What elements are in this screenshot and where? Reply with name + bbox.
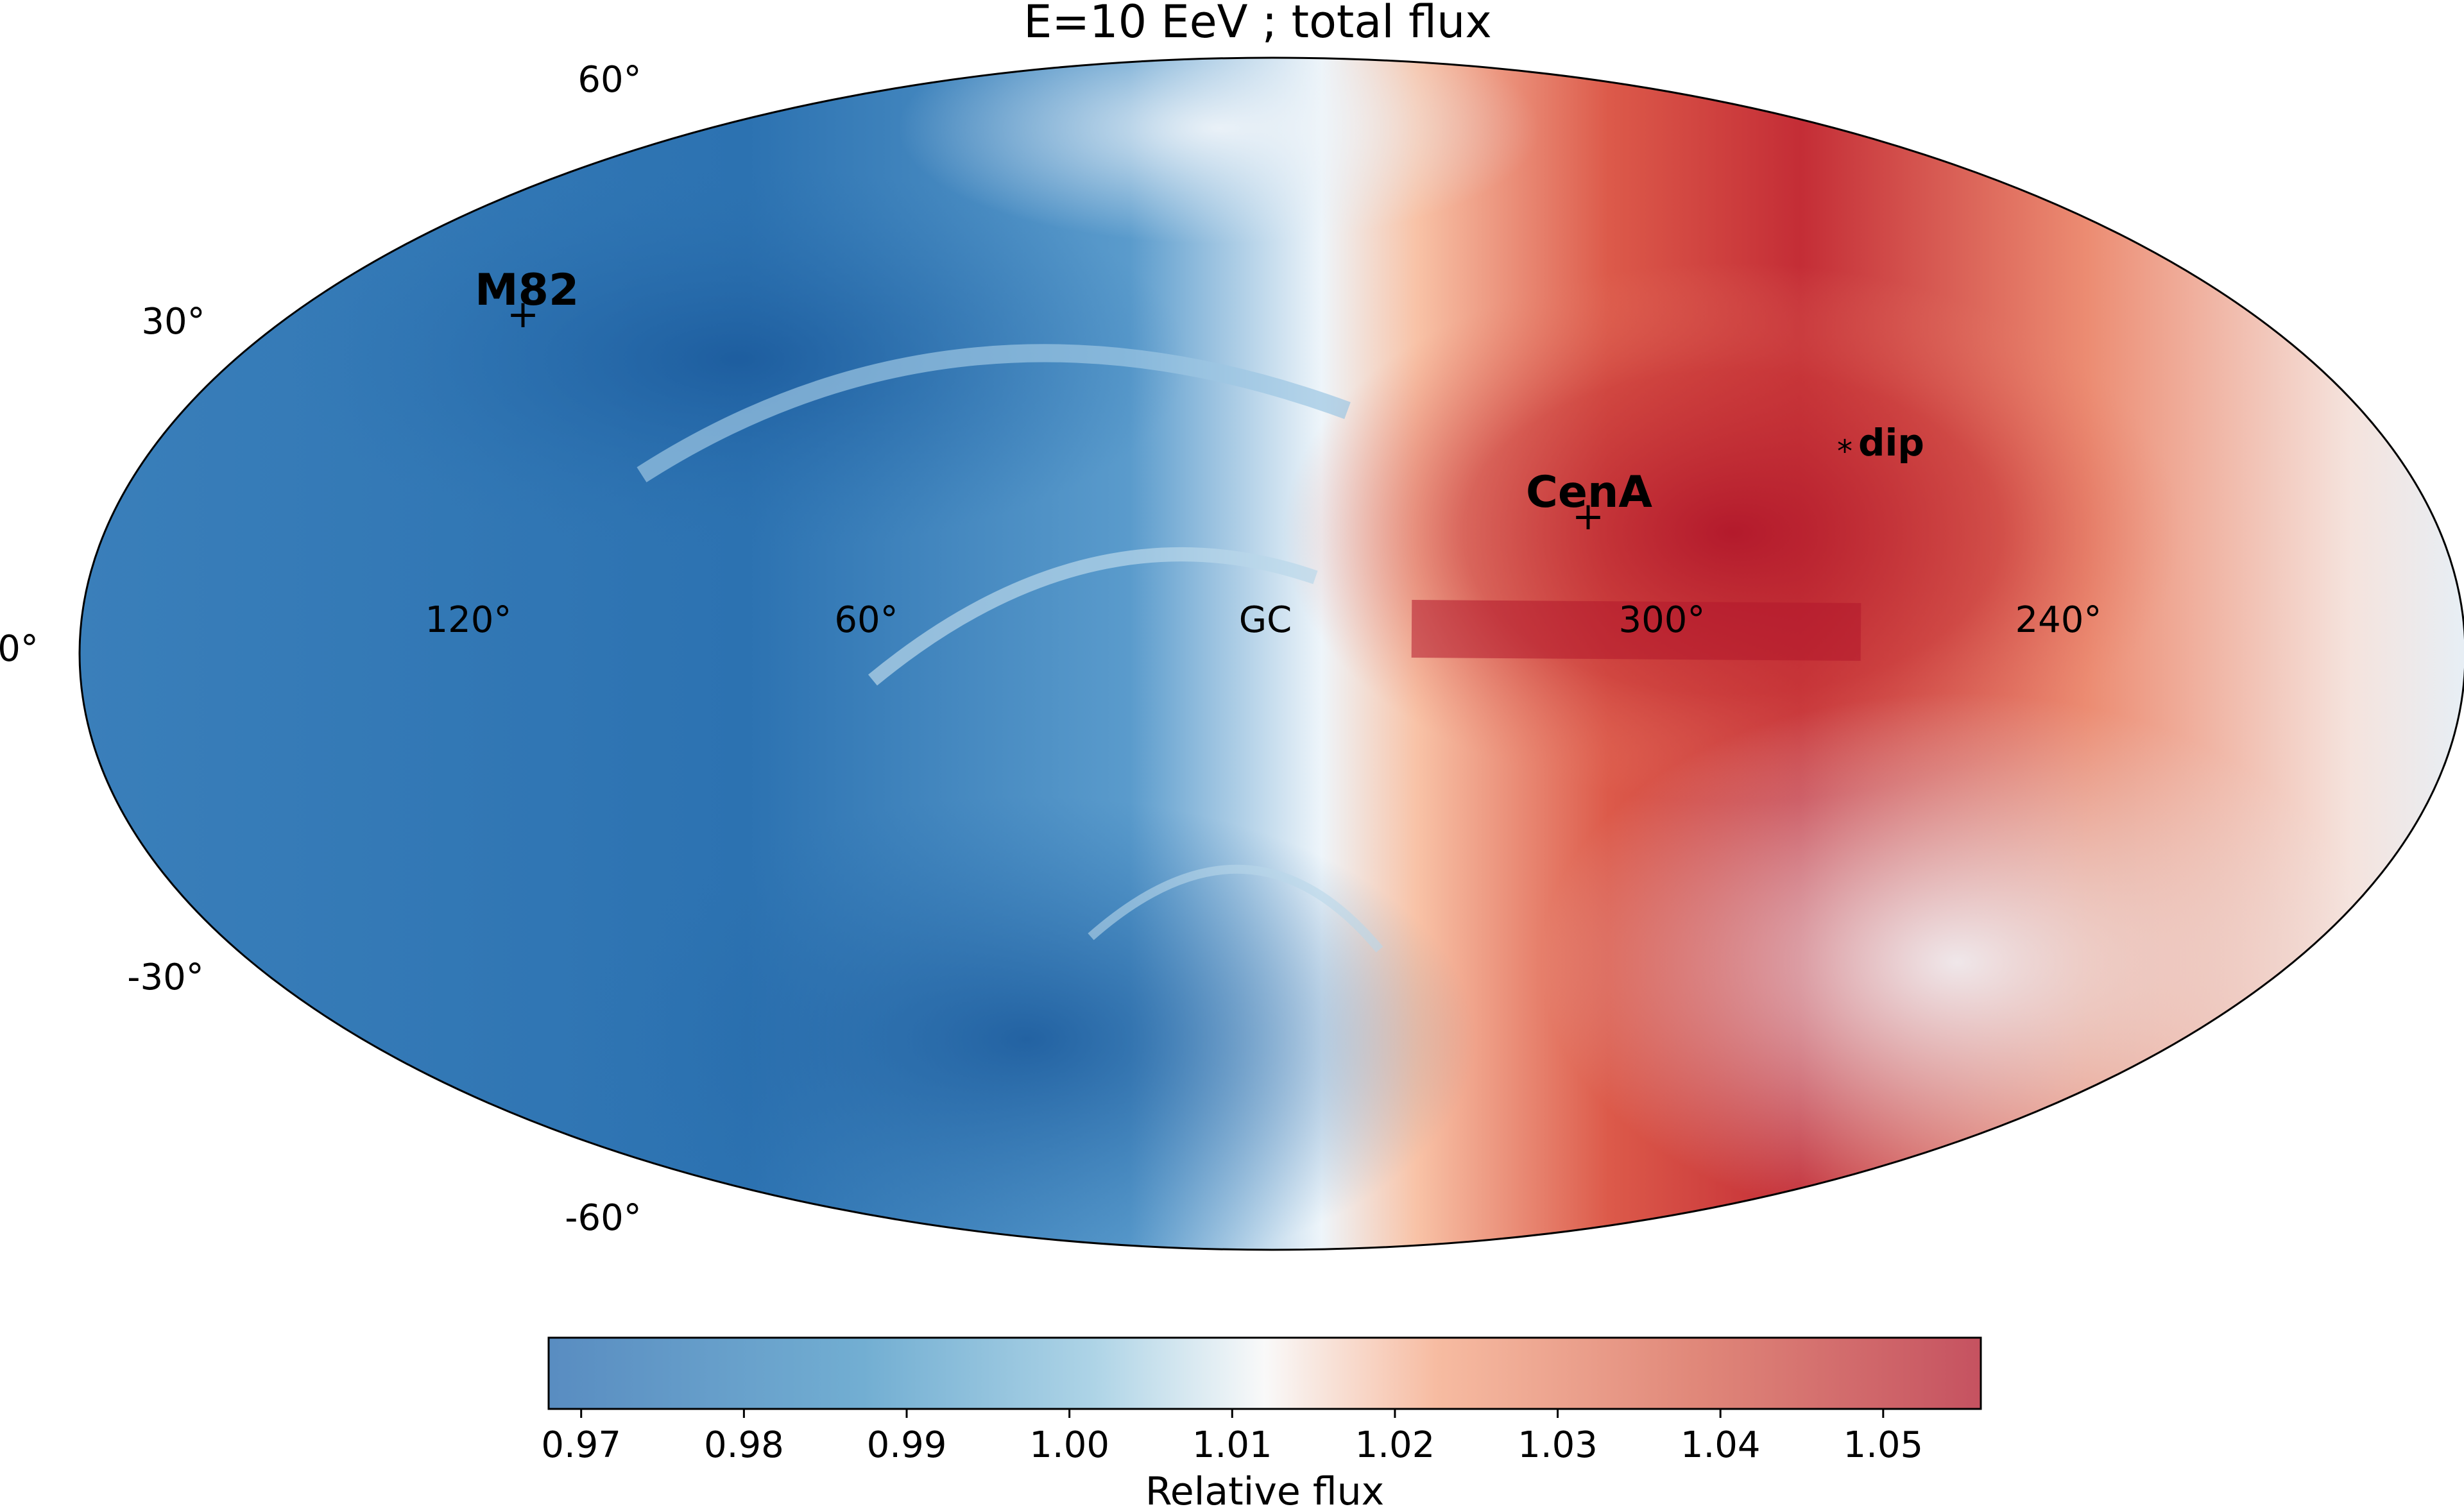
- sky-map: [79, 56, 2464, 1251]
- marker-m82-label: M82: [475, 265, 579, 316]
- pale-south-region: [1540, 693, 2374, 1232]
- sky-boundary: [79, 56, 2464, 1251]
- marker-cena-label: CenA: [1526, 467, 1652, 518]
- marker-cena-symbol: +: [1572, 494, 1604, 539]
- arc-feature-1: [637, 344, 1351, 482]
- colorbar-tick-label: 0.98: [704, 1424, 784, 1466]
- arc-feature-3: [1088, 864, 1383, 953]
- lat-label-minus-60: -60°: [565, 1197, 641, 1239]
- colorbar-tick-label: 1.03: [1518, 1424, 1598, 1466]
- lon-label-120: 120°: [425, 599, 512, 641]
- chart-title: E=10 EeV ; total flux: [1023, 0, 1492, 48]
- lon-label-300: 300°: [1619, 599, 1706, 641]
- lat-label-60: 60°: [578, 59, 641, 101]
- colorbar: 0.97 0.98 0.99 1.00 1.01 1.02 1.03 1.04 1.05 Rel…: [541, 1336, 1982, 1509]
- colorbar-label: Relative flux: [1145, 1469, 1384, 1509]
- arc-feature-2: [868, 547, 1318, 686]
- lon-label-240: 240°: [2015, 599, 2102, 641]
- colorbar-tick-label: 1.04: [1681, 1424, 1761, 1466]
- lat-label-minus-30: -30°: [127, 957, 203, 998]
- lon-label-gc: GC: [1239, 599, 1292, 641]
- marker-dip-symbol: *: [1837, 434, 1852, 470]
- colorbar-gradient: [547, 1336, 1982, 1410]
- lat-label-30: 30°: [141, 301, 205, 343]
- colorbar-tick-label: 1.00: [1029, 1424, 1109, 1466]
- marker-dip-label: dip: [1858, 421, 1924, 465]
- colorbar-tick-label: 1.05: [1843, 1424, 1923, 1466]
- hot-region: [1283, 263, 2182, 802]
- colorbar-tick-label: 1.02: [1355, 1424, 1435, 1466]
- lat-label-0: 0°: [0, 628, 38, 670]
- colorbar-ticks: 0.97 0.98 0.99 1.00 1.01 1.02 1.03 1.04 1.05: [541, 1409, 1923, 1466]
- cold-region-north: [289, 167, 1187, 552]
- colorbar-tick-label: 1.01: [1192, 1424, 1272, 1466]
- cold-region-south: [578, 796, 1476, 1250]
- lon-label-60: 60°: [834, 599, 898, 641]
- longitude-labels: 120° 60° GC 300° 240°: [425, 599, 2102, 641]
- colorbar-tick-label: 0.97: [541, 1424, 621, 1466]
- pale-north-region: [898, 58, 1540, 244]
- arc-feature-4: [1411, 600, 1861, 661]
- source-markers: + M82 + CenA * dip: [475, 265, 1924, 539]
- latitude-labels: 60° 30° 0° -30° -60°: [0, 59, 642, 1239]
- colorbar-tick-label: 0.99: [867, 1424, 947, 1466]
- marker-m82-symbol: +: [507, 292, 539, 337]
